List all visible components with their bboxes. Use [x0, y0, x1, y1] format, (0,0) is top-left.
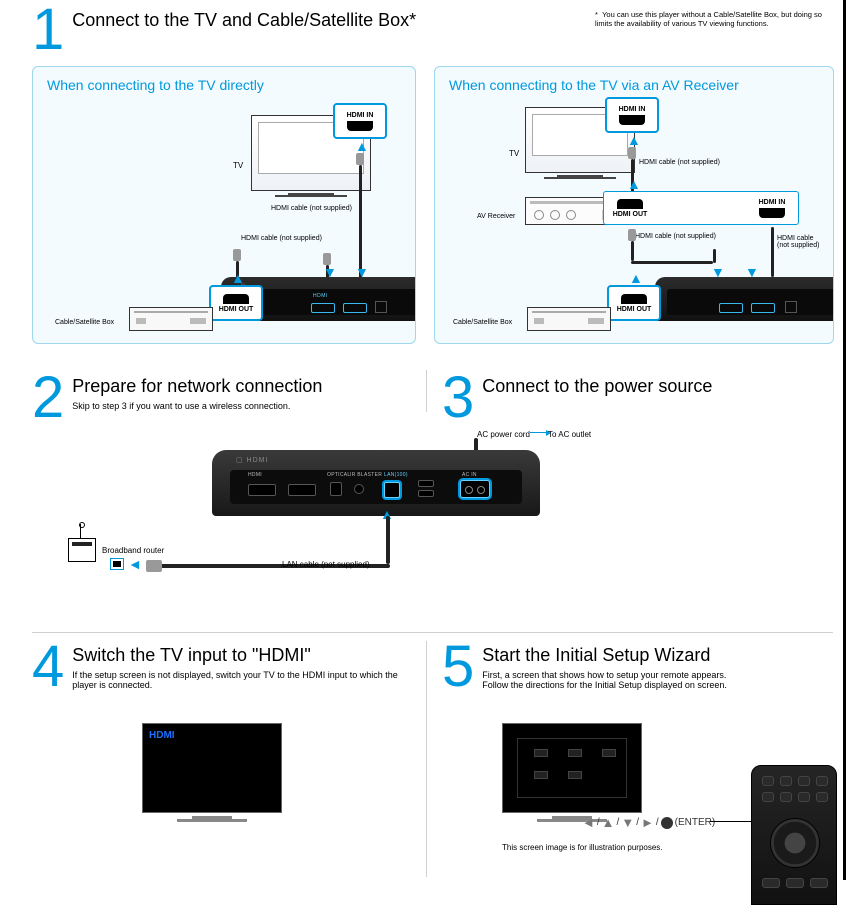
hdmi-in-badge: HDMI IN — [605, 97, 659, 133]
lan-cable-label: LAN cable (not supplied) — [282, 560, 370, 569]
step-4-title: Switch the TV input to "HDMI" — [72, 645, 311, 665]
router-port-icon — [110, 558, 124, 570]
ac-cord-label: AC power cord — [477, 430, 530, 439]
cable-icon — [771, 227, 774, 277]
tv-setup-icon — [502, 723, 642, 822]
cable-icon — [631, 241, 634, 261]
satellite-box-icon — [527, 307, 611, 331]
cable-connector-icon — [628, 229, 636, 241]
router-icon — [68, 524, 104, 564]
arrow-left-icon: ◄ — [128, 558, 142, 570]
step-5-number: 5 — [442, 641, 472, 693]
tv-label: TV — [233, 161, 243, 170]
step-5-subtitle-1: First, a screen that shows how to setup … — [482, 670, 727, 680]
divider — [426, 641, 427, 877]
tv-label: TV — [509, 149, 519, 158]
step-5-title: Start the Initial Setup Wizard — [482, 645, 710, 665]
step-2-subtitle: Skip to step 3 if you want to use a wire… — [72, 401, 322, 411]
enter-label: (ENTER) — [675, 817, 716, 828]
ac-outlet-label: To AC outlet — [548, 430, 591, 439]
hdmi-out-badge: HDMI OUT — [209, 285, 263, 321]
arrow-down-icon: ▼ — [711, 267, 725, 277]
step-1-title: Connect to the TV and Cable/Satellite Bo… — [72, 10, 416, 30]
arrow-up-icon: ▲ — [629, 273, 643, 283]
router-label: Broadband router — [102, 546, 164, 555]
step-1: 1 Connect to the TV and Cable/Satellite … — [32, 4, 833, 352]
divider — [426, 370, 427, 412]
stb-label: Cable/Satellite Box — [55, 319, 114, 326]
panel-b-title: When connecting to the TV via an AV Rece… — [449, 77, 833, 93]
cable-label-tv: HDMI cable (not supplied) — [639, 159, 720, 166]
step-4-number: 4 — [32, 641, 62, 693]
arrow-up-icon: ▲ — [231, 273, 245, 283]
panel-a-title: When connecting to the TV directly — [47, 77, 415, 93]
cable-label-avr: HDMI cable (not supplied) — [635, 233, 716, 240]
tv-hdmi-icon: HDMI — [142, 723, 282, 822]
player-rear-large-icon: ▢ HDMI HDMI OPTICAL IR BLASTER LAN(100) … — [212, 450, 540, 516]
step-2-3: 2 Prepare for network connection Skip to… — [32, 372, 833, 622]
step-1-footnote: * You can use this player without a Cabl… — [595, 10, 825, 28]
nav-arrows-legend: ◄/ ▲/ ▼/ ►/ (ENTER) — [582, 815, 715, 830]
enter-dot-icon — [661, 817, 673, 829]
step-4-subtitle: If the setup screen is not displayed, sw… — [72, 670, 402, 690]
arrow-up-icon: ▲ — [355, 141, 369, 151]
arrow-down-icon: ▼ — [323, 267, 337, 277]
cable-label-1: HDMI cable (not supplied) — [271, 205, 352, 212]
panel-via-avr: When connecting to the TV via an AV Rece… — [434, 66, 834, 344]
step-3-number: 3 — [442, 372, 472, 424]
arrow-up-icon: ▲ — [627, 179, 641, 189]
illustration-note: This screen image is for illustration pu… — [502, 843, 663, 852]
panel-direct-tv: When connecting to the TV directly TV HD… — [32, 66, 416, 344]
player-rear-icon — [655, 277, 834, 321]
screen-hdmi-text: HDMI — [149, 730, 175, 741]
hdmi-in-badge: HDMI IN — [749, 193, 795, 223]
step-5-subtitle-2: Follow the directions for the Initial Se… — [482, 680, 727, 690]
cable-label-side: HDMI cable (not supplied) — [777, 235, 834, 249]
step-3-title: Connect to the power source — [482, 376, 712, 396]
arrow-right-icon — [530, 432, 546, 433]
remote-control-icon — [751, 765, 837, 905]
step-2-number: 2 — [32, 372, 62, 424]
cable-connector-icon — [628, 147, 636, 159]
avr-label: AV Receiver — [477, 213, 515, 220]
arrow-down-icon: ▼ — [355, 267, 369, 277]
cable-icon — [631, 261, 713, 264]
stb-label: Cable/Satellite Box — [453, 319, 512, 326]
cable-connector-icon — [356, 153, 364, 165]
arrow-down-icon: ▼ — [745, 267, 759, 277]
cable-label-2: HDMI cable (not supplied) — [241, 235, 322, 242]
step-4-5: 4 Switch the TV input to "HDMI" If the s… — [32, 632, 833, 886]
cable-icon — [713, 249, 716, 263]
step-1-number: 1 — [32, 4, 62, 56]
hdmi-out-badge: HDMI OUT — [607, 285, 661, 321]
satellite-box-icon — [129, 307, 213, 331]
hdmi-in-badge: HDMI IN — [333, 103, 387, 139]
cable-connector-icon — [233, 249, 241, 261]
step-2-title: Prepare for network connection — [72, 376, 322, 396]
hdmi-out-badge: HDMI OUT — [607, 193, 653, 223]
arrow-up-icon: ▲ — [627, 135, 641, 145]
